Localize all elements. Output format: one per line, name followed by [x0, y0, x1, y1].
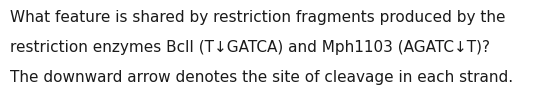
Text: restriction enzymes BclI (T↓GATCA) and Mph1103 (AGATC↓T)?: restriction enzymes BclI (T↓GATCA) and M…	[10, 40, 490, 55]
Text: What feature is shared by restriction fragments produced by the: What feature is shared by restriction fr…	[10, 10, 506, 25]
Text: The downward arrow denotes the site of cleavage in each strand.: The downward arrow denotes the site of c…	[10, 70, 513, 85]
